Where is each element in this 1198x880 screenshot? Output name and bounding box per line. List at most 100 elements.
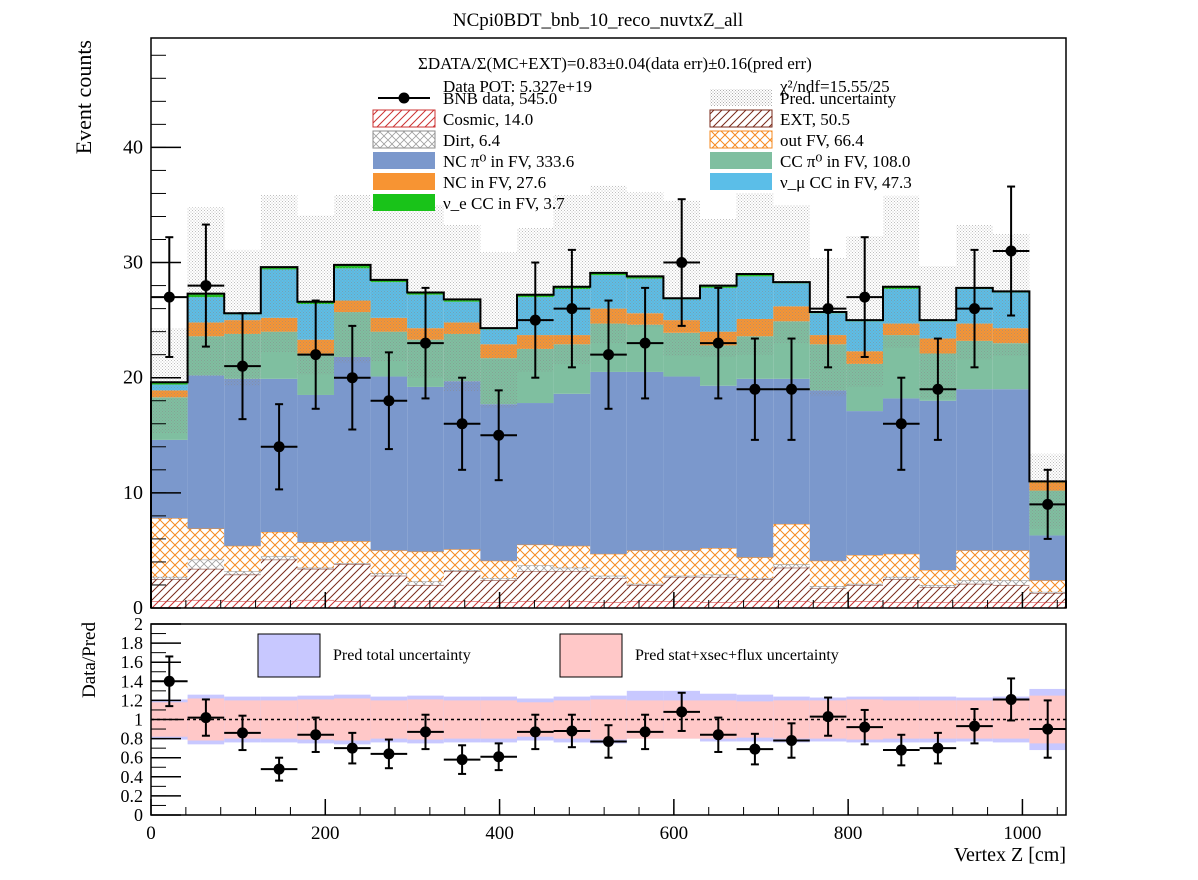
bar-dirt bbox=[407, 581, 444, 585]
bar-cosmic bbox=[883, 602, 920, 608]
total-outline bbox=[150, 263, 1067, 608]
y-tick-label: 0.8 bbox=[121, 729, 144, 749]
summary-ratio: ΣDATA/Σ(MC+EXT)=0.83±0.04(data err)±0.16… bbox=[418, 54, 812, 73]
bar-ext bbox=[626, 584, 664, 602]
data-point bbox=[346, 372, 358, 384]
data-point bbox=[859, 291, 871, 303]
bar-dirt bbox=[992, 580, 1030, 585]
bar-cosmic bbox=[224, 601, 261, 608]
bar-ext bbox=[224, 574, 261, 602]
bar-outfv bbox=[553, 545, 591, 568]
bar-cosmic bbox=[407, 601, 444, 608]
ratio-point bbox=[529, 726, 541, 738]
bar-cosmic bbox=[297, 599, 334, 608]
ratio-point bbox=[200, 712, 212, 724]
bar-dirt bbox=[736, 578, 774, 580]
bar-ext bbox=[956, 583, 993, 603]
bar-dirt bbox=[297, 567, 334, 569]
bar-ext bbox=[553, 571, 591, 602]
ratio-point bbox=[420, 726, 431, 738]
bar-outfv bbox=[443, 549, 481, 570]
ratio-point bbox=[456, 754, 468, 766]
bar-cosmic bbox=[1029, 602, 1066, 608]
bar-cosmic bbox=[370, 601, 408, 608]
data-point bbox=[310, 349, 322, 361]
bar-ext bbox=[846, 584, 883, 602]
y-tick-label: 1.6 bbox=[121, 652, 144, 672]
stat-band-bin bbox=[443, 700, 481, 739]
bar-outfv bbox=[590, 553, 627, 576]
ratio-point bbox=[1005, 693, 1017, 705]
bar-ncpi0 bbox=[626, 371, 664, 551]
bar-cosmic bbox=[553, 601, 591, 608]
data-point bbox=[200, 280, 212, 292]
data-point bbox=[969, 303, 980, 315]
legend-label-cosmic: Cosmic, 14.0 bbox=[443, 110, 533, 129]
bar-cosmic bbox=[480, 602, 517, 608]
legend-swatch-stat bbox=[559, 633, 623, 678]
uncertainty-bin bbox=[773, 204, 810, 344]
data-point bbox=[1005, 245, 1017, 257]
bar-outfv bbox=[407, 551, 444, 582]
x-tick-label: 600 bbox=[660, 823, 689, 844]
x-tick-label: 800 bbox=[834, 823, 863, 844]
y-tick-label: 1.2 bbox=[121, 690, 144, 710]
y-tick-label: 0 bbox=[134, 805, 143, 825]
bar-cosmic bbox=[151, 601, 188, 608]
bar-dirt bbox=[553, 567, 591, 572]
legend-label-outfv: out FV, 66.4 bbox=[780, 131, 864, 150]
stat-band-bin bbox=[736, 701, 774, 738]
bar-outfv bbox=[663, 550, 700, 576]
bar-dirt bbox=[370, 573, 408, 576]
bar-ext bbox=[1029, 593, 1066, 603]
bar-outfv bbox=[919, 570, 957, 585]
uncertainty-bin bbox=[443, 224, 481, 392]
bar-outfv bbox=[224, 545, 261, 572]
y-tick-label: 20 bbox=[123, 367, 143, 389]
bar-cosmic bbox=[736, 601, 774, 608]
y-tick-label: 10 bbox=[123, 482, 143, 504]
bar-cosmic bbox=[663, 601, 700, 608]
y-tick-label: 1.8 bbox=[121, 633, 144, 653]
axes-frame bbox=[150, 37, 1067, 609]
bar-ext bbox=[151, 579, 188, 602]
ratio-point bbox=[712, 729, 724, 741]
x-tick-label: 400 bbox=[485, 823, 514, 844]
legend-swatch-nc bbox=[373, 173, 435, 190]
bar-ext bbox=[590, 578, 627, 603]
bar-ncpi0 bbox=[846, 411, 883, 556]
legend-label-dirt: Dirt, 6.4 bbox=[443, 131, 501, 150]
ratio-plot-panel: 00.20.40.60.811.21.41.61.82 0 200 400 600 800… bbox=[79, 614, 1067, 866]
legend-swatch-outfv bbox=[709, 130, 773, 149]
ratio-point bbox=[383, 748, 395, 760]
bar-outfv bbox=[846, 555, 883, 584]
data-points bbox=[151, 185, 1066, 540]
chart-title: NCpi0BDT_bnb_10_reco_nuvtxZ_all bbox=[453, 10, 743, 31]
bar-ext bbox=[736, 579, 774, 602]
ratio-point bbox=[1042, 723, 1054, 735]
bar-ext bbox=[809, 588, 847, 603]
bar-ext bbox=[297, 568, 334, 600]
uncertainty-bin bbox=[883, 195, 920, 348]
data-point bbox=[676, 257, 688, 269]
bar-ncpi0 bbox=[517, 403, 554, 545]
bar-outfv bbox=[370, 550, 408, 574]
bar-outfv bbox=[883, 553, 920, 577]
legend-swatch-total bbox=[257, 633, 321, 678]
bar-outfv bbox=[956, 550, 993, 581]
bar-ncpi0 bbox=[151, 439, 188, 519]
legend-label-data: BNB data, 545.0 bbox=[443, 89, 557, 108]
ratio-point bbox=[786, 735, 797, 747]
bar-ncpi0 bbox=[1029, 535, 1066, 581]
ratio-point bbox=[310, 729, 322, 741]
bar-ext bbox=[517, 571, 554, 602]
bar-dirt bbox=[517, 565, 554, 572]
bar-outfv bbox=[187, 528, 225, 560]
bar-ext bbox=[883, 579, 920, 603]
data-point bbox=[273, 441, 285, 453]
bar-cosmic bbox=[626, 601, 664, 608]
ratio-point bbox=[493, 751, 505, 763]
uncertainty-bin bbox=[260, 194, 298, 353]
bar-cosmic bbox=[773, 601, 810, 608]
